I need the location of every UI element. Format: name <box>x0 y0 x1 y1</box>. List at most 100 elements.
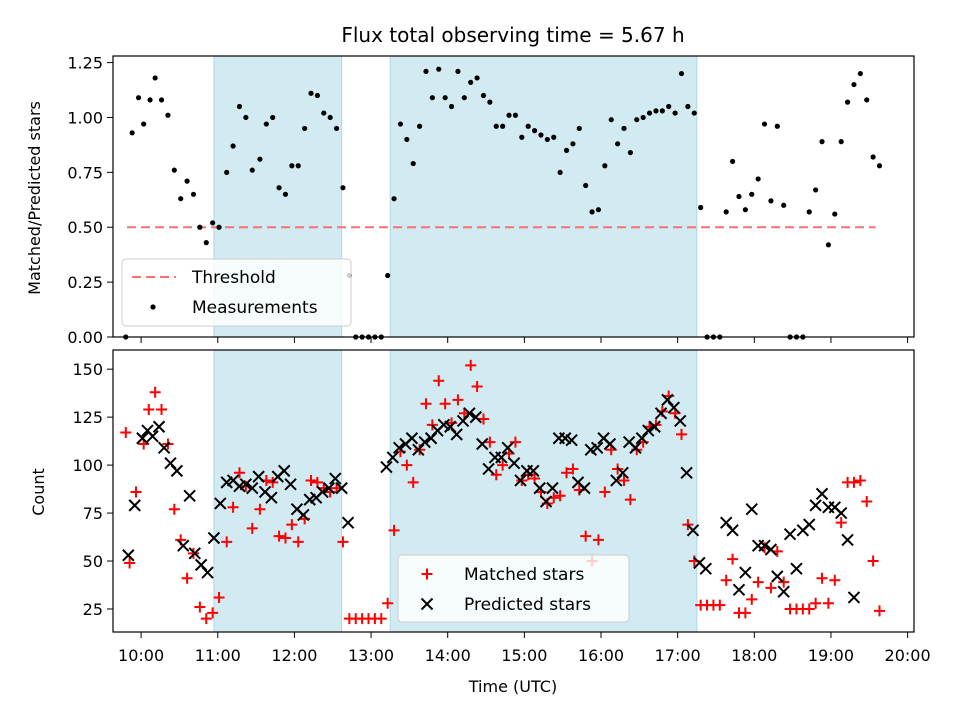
bottom-series-0-point-44 <box>401 459 413 471</box>
bottom-series-0-point-79 <box>624 494 636 506</box>
top-series-0-point-65 <box>538 132 544 138</box>
bottom-series-1-point-78 <box>648 420 661 433</box>
bottom-series-1-point-56 <box>507 456 521 470</box>
top-series-0-point-20 <box>249 167 255 173</box>
bottom-series-1-point-75 <box>629 441 642 455</box>
top-shaded-interval-1 <box>389 55 698 338</box>
bottom-series-0-point-40 <box>375 613 387 625</box>
bottom-y-tick-label-3: 100 <box>72 456 103 475</box>
bottom-legend: Matched stars Predicted stars <box>397 554 630 623</box>
top-series-0-point-68 <box>557 169 563 175</box>
bottom-series-1-point-0 <box>122 549 135 562</box>
bottom-series-1-point-21 <box>252 470 265 483</box>
bottom-series-0-point-50 <box>439 398 451 410</box>
top-series-0-point-6 <box>158 97 165 103</box>
top-series-0-point-14 <box>210 220 216 226</box>
bottom-series-1-point-77 <box>642 424 655 437</box>
bottom-series-1-point-60 <box>533 481 546 495</box>
bottom-series-1-point-100 <box>803 518 816 531</box>
bottom-series-0-point-98 <box>746 593 758 605</box>
top-series-0-point-8 <box>171 167 177 173</box>
top-series-0-point-11 <box>190 191 197 197</box>
top-y-tick-label-3: 0.75 <box>67 163 103 182</box>
bottom-series-1-point-25 <box>277 464 291 478</box>
bottom-series-1-point-51 <box>475 437 489 451</box>
top-series-0-point-3 <box>141 121 147 127</box>
bottom-series-1-point-65 <box>565 433 578 447</box>
bottom-series-1-point-11 <box>188 547 201 560</box>
bottom-series-1-point-13 <box>201 566 214 579</box>
bottom-series-0-point-111 <box>829 574 841 586</box>
top-series-0-point-19 <box>243 114 249 121</box>
top-series-0-point-64 <box>531 128 538 134</box>
bottom-series-0-point-25 <box>279 532 291 544</box>
bottom-series-1-point-84 <box>686 524 700 537</box>
top-series-0-point-60 <box>506 112 512 118</box>
bottom-series-0-point-13 <box>200 613 212 625</box>
top-y-tick-label-4: 1.00 <box>67 108 103 127</box>
top-series-0-point-46 <box>417 123 423 129</box>
bottom-series-0-point-21 <box>254 503 266 515</box>
top-series-0-point-42 <box>391 196 397 202</box>
bottom-series-1-point-19 <box>239 478 253 491</box>
bottom-series-1-point-61 <box>539 495 553 508</box>
bottom-series-1-point-89 <box>732 583 746 597</box>
bottom-series-0-point-15 <box>213 591 225 603</box>
x-tick-label-5: 15:00 <box>501 646 547 665</box>
bottom-series-0-point-18 <box>233 467 245 479</box>
top-legend: Threshold Measurements <box>121 258 352 327</box>
top-series-0-point-55 <box>474 75 480 81</box>
bottom-series-1-point-33 <box>329 472 342 485</box>
top-series-0-point-101 <box>768 198 774 204</box>
bottom-series-0-point-0 <box>120 426 132 438</box>
top-series-0-point-78 <box>621 125 627 132</box>
bottom-y-tick-label-2: 75 <box>83 504 103 523</box>
bottom-y-axis-label: Count <box>29 468 48 516</box>
top-series-0-point-47 <box>423 68 429 74</box>
bottom-series-1-point-101 <box>809 499 822 512</box>
top-series-0-point-56 <box>480 92 487 99</box>
top-series-0-point-45 <box>410 160 416 167</box>
top-series-0-point-31 <box>321 110 327 116</box>
top-series-0-point-77 <box>615 141 621 147</box>
top-series-0-point-112 <box>838 139 844 145</box>
bottom-series-1-point-106 <box>841 533 854 547</box>
top-series-0-point-2 <box>135 95 142 101</box>
top-series-0-point-71 <box>576 125 582 132</box>
top-series-0-point-79 <box>627 149 633 156</box>
top-series-0-point-9 <box>178 196 184 202</box>
bottom-series-0-point-94 <box>720 574 732 586</box>
top-series-0-point-83 <box>653 108 659 114</box>
bottom-series-1-point-97 <box>783 527 797 541</box>
top-series-0-point-108 <box>813 187 819 193</box>
bottom-series-0-point-70 <box>567 463 579 475</box>
top-series-0-point-109 <box>819 139 825 145</box>
bottom-series-1-point-98 <box>790 562 803 575</box>
bottom-series-1-point-82 <box>674 414 687 428</box>
bottom-series-0-point-110 <box>822 597 834 609</box>
top-series-0-point-58 <box>493 123 499 129</box>
top-series-0-point-41 <box>385 272 391 279</box>
bottom-series-1-point-4 <box>146 430 159 443</box>
top-series-0-point-51 <box>448 103 455 110</box>
bottom-series-0-point-117 <box>867 555 879 567</box>
bottom-series-0-point-17 <box>227 501 239 513</box>
bottom-series-1-point-50 <box>469 410 483 424</box>
top-series-0-point-110 <box>825 242 832 248</box>
chart-title: Flux total observing time = 5.67 h <box>341 23 684 47</box>
bottom-series-0-point-78 <box>618 474 630 486</box>
top-series-0-point-66 <box>544 136 550 143</box>
bottom-series-0-point-4 <box>143 403 155 415</box>
top-series-0-point-53 <box>461 95 467 101</box>
bottom-series-0-point-57 <box>484 436 496 448</box>
bottom-series-0-point-5 <box>149 386 161 398</box>
top-series-0-point-62 <box>519 134 525 140</box>
bottom-series-0-point-59 <box>497 459 509 471</box>
bottom-series-0-point-2 <box>130 486 142 498</box>
bottom-series-1-point-93 <box>758 539 771 552</box>
bottom-series-1-point-94 <box>764 543 778 556</box>
top-series-0-point-80 <box>634 117 640 123</box>
top-series-0-point-48 <box>429 95 435 101</box>
bottom-series-1-point-47 <box>450 428 463 441</box>
x-tick-label-10: 20:00 <box>885 646 931 665</box>
